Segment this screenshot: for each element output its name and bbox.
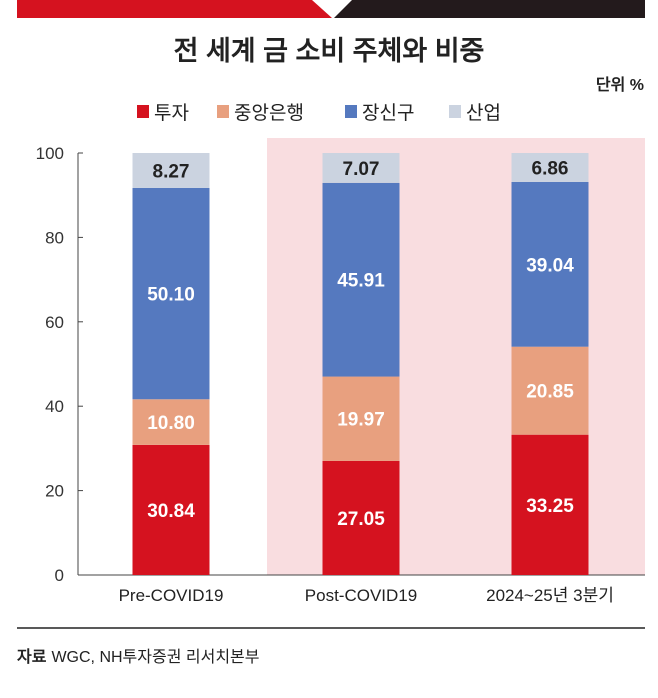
- header-bar-red: [17, 0, 332, 18]
- bar-segment: [132, 399, 210, 445]
- bar-segment: [511, 153, 589, 182]
- legend-swatch: [449, 105, 461, 118]
- data-label: 6.86: [532, 158, 569, 179]
- data-label: 30.84: [147, 501, 195, 522]
- source-text: WGC, NH투자증권 리서치본부: [51, 648, 259, 666]
- unit-label: 단위 %: [596, 76, 644, 94]
- bar-segment: [132, 444, 210, 575]
- bar-segment: [511, 434, 589, 575]
- data-label: 33.25: [526, 496, 574, 517]
- legend-label: 장신구: [362, 102, 414, 124]
- data-label: 10.80: [147, 413, 195, 434]
- legend-label: 투자: [154, 102, 189, 124]
- data-label: 50.10: [147, 285, 195, 306]
- y-tick-label: 60: [45, 313, 64, 332]
- legend-swatch: [345, 105, 357, 118]
- data-label: 20.85: [526, 382, 574, 403]
- bar-segment: [322, 460, 400, 575]
- bar-segment: [322, 376, 400, 461]
- bar-segment: [132, 187, 210, 400]
- data-label: 27.05: [337, 509, 385, 530]
- bar-segment: [322, 153, 400, 183]
- data-label: 45.91: [337, 271, 385, 292]
- data-label: 7.07: [343, 159, 380, 180]
- bar-segment: [511, 181, 589, 347]
- y-tick-label: 40: [45, 397, 64, 416]
- chart-title: 전 세계 금 소비 주체와 비중: [174, 36, 485, 66]
- source-label: 자료: [17, 648, 47, 666]
- legend: 투자 중앙은행 장신구 산업: [137, 102, 501, 124]
- y-tick-label: 0: [55, 566, 64, 585]
- bar-segment: [322, 182, 400, 377]
- data-label: 19.97: [337, 410, 385, 431]
- data-label: 39.04: [526, 255, 574, 276]
- bar-segment: [511, 346, 589, 435]
- header-bar-dark: [334, 0, 645, 18]
- legend-label: 산업: [466, 102, 501, 124]
- y-tick-label: 100: [36, 144, 64, 163]
- legend-swatch: [217, 105, 229, 118]
- x-tick-label: 2024~25년 3분기: [486, 586, 614, 605]
- bar-segment: [132, 153, 210, 188]
- legend-label: 중앙은행: [234, 102, 304, 124]
- x-tick-label: Pre-COVID19: [119, 586, 224, 605]
- legend-swatch: [137, 105, 149, 118]
- x-tick-label: Post-COVID19: [305, 586, 417, 605]
- data-label: 8.27: [153, 161, 190, 182]
- source-line: 자료 WGC, NH투자증권 리서치본부: [17, 648, 259, 666]
- y-tick-label: 80: [45, 228, 64, 247]
- y-tick-label: 20: [45, 482, 64, 501]
